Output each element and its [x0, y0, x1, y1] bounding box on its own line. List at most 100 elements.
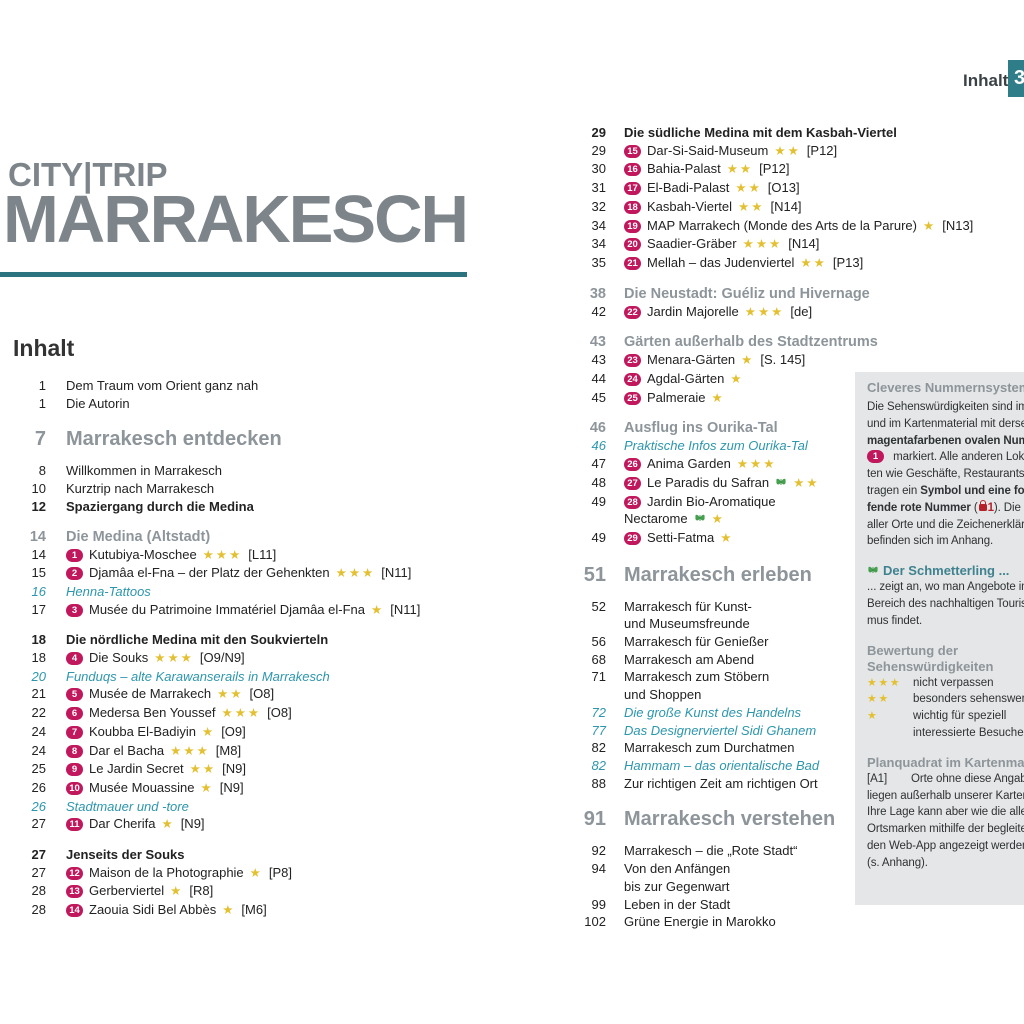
toc-entry-row: 102 Grüne Energie in Marokko [583, 913, 1023, 931]
toc-section-row: 38 Die Neustadt: Guéliz und Hivernage [583, 285, 1023, 303]
toc-entry-content: Marrakesch zum Durchatmen [624, 739, 1023, 757]
poi-number-badge: 24 [624, 373, 641, 387]
map-grid-ref: [O8] [267, 705, 292, 721]
toc-entry-label: Die nördliche Medina mit den Soukviertel… [66, 632, 329, 648]
toc-entry-label: Saadier-Gräber [647, 236, 737, 252]
toc-entry-label: El-Badi-Palast [647, 180, 730, 196]
sidebar-text-line: Bereich des nachhaltigen Touris- [867, 597, 1024, 610]
star-rating: ★ [222, 903, 236, 918]
star-rating: ★★ [800, 255, 827, 270]
poi-number-badge: 9 [66, 763, 83, 777]
toc-entry-label: Leben in der Stadt [624, 896, 731, 912]
poi-number-badge: 14 [66, 904, 83, 918]
poi-number-badge: 5 [66, 688, 83, 702]
star-rating: ★ [741, 353, 755, 368]
toc-entry-content: Kurztrip nach Marrakesch [66, 480, 565, 498]
toc-page-number: 1 [38, 395, 46, 411]
toc-entry-row: 27 11 Dar Cherifa ★ [N9] [10, 815, 565, 834]
toc-entry-content: 23 Menara-Gärten ★ [S. 145] [624, 351, 1023, 370]
toc-entry-label: Le Paradis du Safran [647, 474, 770, 490]
toc-chapter-row: 51 Marrakesch erleben [583, 562, 1023, 588]
toc-entry-label: Nectarome [624, 511, 688, 527]
page-header-label: Inhalt [963, 71, 1009, 90]
toc-page-number: 22 [31, 705, 46, 721]
toc-page-number: 21 [31, 686, 46, 702]
map-grid-ref: [R8] [189, 883, 214, 899]
toc-entry-content: Marrakesch erleben [624, 562, 1023, 588]
sidebar-butterfly-text: ... zeigt an, wo man Angebote im Bereich … [867, 579, 1024, 629]
toc-page-number: 71 [591, 669, 606, 685]
toc-page-number: 15 [31, 565, 46, 581]
map-grid-ref: [N14] [788, 236, 820, 252]
toc-entry-row: 24 7 Koubba El-Badiyin ★ [O9] [10, 723, 565, 742]
toc-entry-row: 52 Marrakesch für Kunst-und Museumsfreund… [583, 598, 1023, 633]
poi-number-badge: 13 [66, 885, 83, 899]
page-number: 3 [1014, 67, 1024, 89]
map-grid-ref: [S. 145] [760, 352, 806, 368]
toc-entry-row: 72 Die große Kunst des Handelns [583, 704, 1023, 722]
toc-entry-row: 10 Kurztrip nach Marrakesch [10, 480, 565, 498]
legend-row: ★★★ nicht verpassen [867, 675, 1024, 692]
toc-entry-label: Jardin Majorelle [647, 303, 739, 319]
map-grid-ref: [O13] [767, 180, 800, 196]
sidebar-text: befinden sich im Anhang. [867, 535, 994, 548]
toc-entry-label: Marrakesch für Genießer [624, 634, 769, 650]
toc-entry-label: Marrakesch zum Durchatmen [624, 740, 795, 756]
toc-page-number: 34 [591, 236, 606, 252]
legend-label: besonders sehenswert [913, 693, 1024, 706]
toc-entry-label: Jardin Bio-Aromatique [647, 493, 776, 509]
toc-entry-label: Dem Traum vom Orient ganz nah [66, 378, 259, 393]
toc-entry-label: Kutubiya-Moschee [89, 546, 197, 562]
legend-label: nicht verpassen [913, 676, 994, 689]
toc-page-number: 82 [591, 740, 606, 756]
sidebar-bold-text: Symbol und eine fortlau- [920, 484, 1024, 497]
map-grid-ref: [O9] [221, 723, 246, 739]
sidebar-heading-grid: Planquadrat im Kartenmaterial [867, 754, 1024, 770]
map-grid-ref: [P12] [759, 161, 790, 177]
toc-entry-content: 2 Djamâa el-Fna – der Platz der Gehenkten… [66, 564, 565, 583]
toc-page-number: 27 [31, 816, 46, 832]
sidebar-text-line: mus findet. [867, 614, 923, 627]
poi-number-badge: 22 [624, 305, 641, 319]
toc-entry-row: 43 23 Menara-Gärten ★ [S. 145] [583, 351, 1023, 370]
toc-page-number: 14 [29, 528, 46, 545]
toc-entry-label: Djamâa el-Fna – der Platz der Gehenkten [89, 565, 330, 581]
toc-entry-content: 16 Bahia-Palast ★★ [P12] [624, 160, 1023, 179]
toc-page-number: 30 [591, 161, 606, 177]
toc-entry-content: 18 Kasbah-Viertel ★★ [N14] [624, 198, 1023, 217]
sidebar-text: Die Sehenswürdigkeiten sind im Text [867, 401, 1024, 413]
toc-page-number: 8 [38, 463, 46, 479]
toc-entry-content: 8 Dar el Bacha ★★★ [M8] [66, 742, 565, 761]
map-grid-ref: [N9] [180, 816, 205, 832]
toc-entry-content: 29 Setti-Fatma ★ [624, 529, 1023, 548]
toc-entry-content: 9 Le Jardin Secret ★★ [N9] [66, 760, 565, 779]
toc-entry-content: Marrakesch zum Stöbern und Shoppen [624, 668, 1023, 703]
toc-entry-content: 11 Dar Cherifa ★ [N9] [66, 815, 565, 834]
star-rating: ★ [170, 884, 184, 899]
map-grid-ref: [N9] [219, 779, 244, 795]
sidebar-text-line: 1 markiert. Alle anderen Lokalitä- [867, 449, 1024, 466]
toc-page-number: 10 [31, 481, 46, 497]
star-rating: ★★★ [867, 676, 902, 689]
toc-entry-label: Spaziergang durch die Medina [66, 498, 254, 514]
toc-entry-label: Marrakesch entdecken [66, 428, 282, 451]
toc-entry-label: Die Neustadt: Guéliz und Hivernage [624, 285, 870, 302]
toc-entry-content: Die nördliche Medina mit den Soukviertel… [66, 631, 565, 649]
sidebar-text: tragen ein [867, 484, 921, 497]
poi-number-badge: 3 [66, 603, 83, 617]
toc-entry-row: 27 12 Maison de la Photographie ★ [P8] [10, 864, 565, 883]
sidebar-section-rating: Bewertung der Sehenswürdigkeiten ★★★ nich… [867, 643, 1024, 742]
toc-entry-row: 8 Willkommen in Marrakesch [10, 462, 565, 480]
toc-entry-content: 6 Medersa Ben Youssef ★★★ [O8] [66, 704, 565, 723]
star-rating: ★ [730, 372, 744, 387]
toc-entry-content: 4 Die Souks ★★★ [O9/N9] [66, 649, 565, 668]
toc-page-number: 51 [583, 563, 606, 586]
toc-page-number: 27 [31, 847, 46, 863]
toc-entry-label-cont: Nectarome ★ [624, 510, 1023, 529]
toc-entry-label-cont: und Museumsfreunde [624, 615, 1023, 633]
toc-entry-row: 42 22 Jardin Majorelle ★★★ [de] [583, 303, 1023, 322]
toc-entry-content: Stadtmauer und -tore [66, 798, 565, 816]
toc-page-number: 82 [591, 757, 606, 773]
toc-entry-content: Willkommen in Marrakesch [66, 462, 565, 480]
toc-entry-content: 7 Koubba El-Badiyin ★ [O9] [66, 723, 565, 742]
